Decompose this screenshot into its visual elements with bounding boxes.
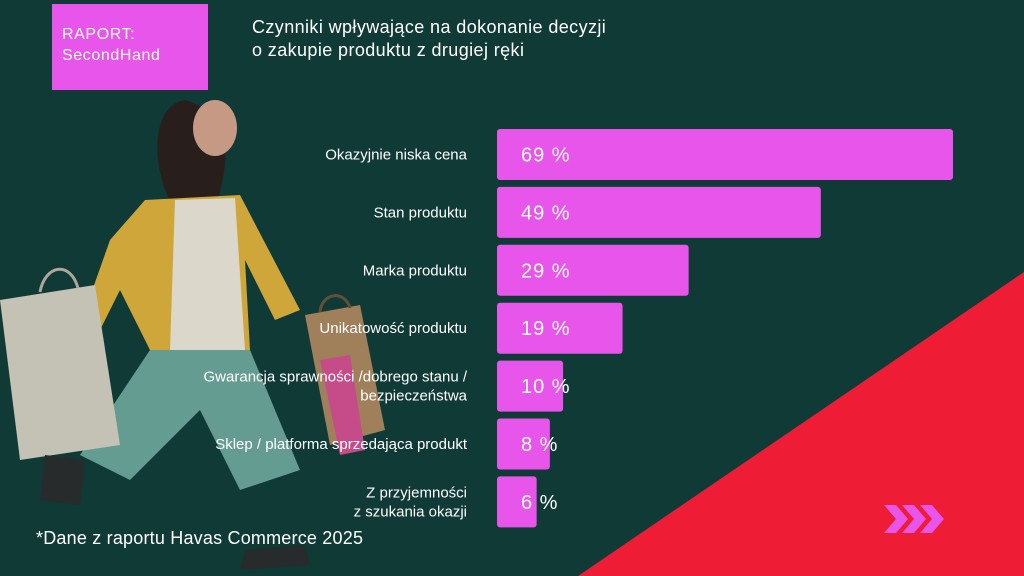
triple-chevron-right-icon: [884, 505, 944, 533]
title-line-1: Czynniki wpływające na dokonanie decyzji: [252, 17, 607, 37]
badge-line-1: RAPORT:: [62, 26, 136, 43]
badge-line-2: SecondHand: [62, 47, 161, 64]
value-label: 8 %: [521, 434, 558, 456]
bar: [497, 302, 623, 354]
category-label: Z przyjemności z szukania okazji: [354, 484, 467, 520]
category-label: Stan produktu: [374, 204, 467, 221]
value-label: 6 %: [521, 492, 558, 514]
value-label: 19 %: [521, 318, 571, 340]
value-label: 49 %: [521, 202, 571, 224]
value-label: 10 %: [521, 376, 571, 398]
bar: [497, 129, 953, 180]
chart-title: Czynniki wpływające na dokonanie decyzji…: [252, 16, 772, 62]
shopper-photo: [0, 100, 385, 570]
bar: [497, 360, 564, 412]
category-label: Sklep / platforma sprzedająca produkt: [215, 436, 468, 453]
category-label: Marka produktu: [363, 262, 467, 279]
value-label: 29 %: [521, 260, 571, 282]
bar: [497, 418, 550, 470]
bar: [497, 476, 537, 528]
value-label: 69 %: [521, 145, 571, 167]
title-line-2: o zakupie produktu z drugiej ręki: [252, 40, 525, 60]
footnote: *Dane z raportu Havas Commerce 2025: [36, 528, 364, 548]
report-badge: RAPORT: SecondHand: [52, 4, 208, 90]
category-label: Unikatowość produktu: [319, 320, 467, 337]
bar: [497, 186, 821, 238]
category-label: Gwarancja sprawności /dobrego stanu / bez…: [204, 369, 468, 405]
bar: [497, 244, 689, 296]
category-label: Okazyjnie niska cena: [325, 147, 467, 164]
